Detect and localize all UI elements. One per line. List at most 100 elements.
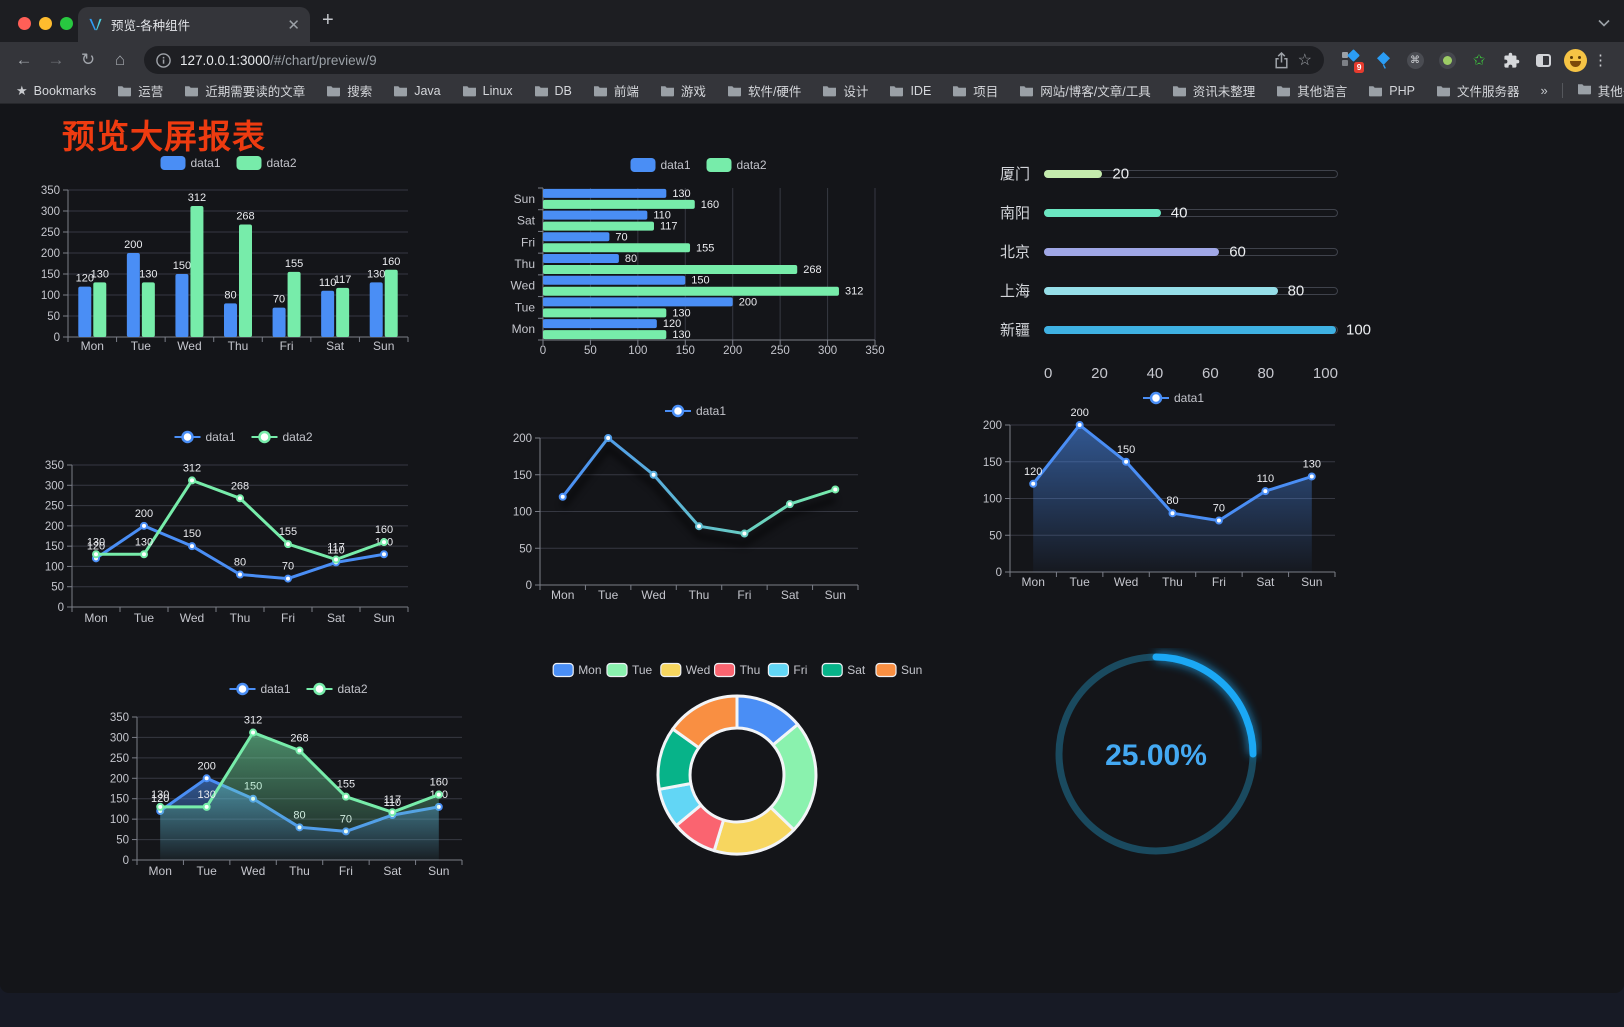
- bookmark-item[interactable]: 软件/硬件: [727, 81, 801, 100]
- svg-text:data2: data2: [267, 156, 297, 170]
- progress-track: 60: [1044, 243, 1338, 260]
- bookmark-item[interactable]: 网站/博客/文章/工具: [1019, 81, 1151, 100]
- back-button[interactable]: ←: [15, 50, 33, 69]
- bookmark-item[interactable]: 前端: [593, 81, 639, 100]
- svg-text:Wed: Wed: [1114, 575, 1138, 589]
- svg-text:Thu: Thu: [514, 257, 535, 271]
- bookmark-item[interactable]: PHP: [1368, 81, 1415, 100]
- legend: data1: [1143, 391, 1204, 405]
- profile-avatar[interactable]: [1564, 48, 1587, 72]
- bookmark-item[interactable]: 设计: [822, 81, 868, 100]
- progress-track: 40: [1044, 204, 1338, 221]
- bookmark-item[interactable]: IDE: [889, 81, 931, 100]
- bookmark-item[interactable]: DB: [534, 81, 572, 100]
- svg-text:Sat: Sat: [1256, 575, 1275, 589]
- svg-text:350: 350: [45, 460, 64, 472]
- svg-text:Fri: Fri: [793, 663, 807, 677]
- svg-text:110: 110: [1257, 473, 1275, 485]
- bookmark-item[interactable]: 运营: [117, 81, 163, 100]
- page-info-icon[interactable]: [156, 52, 171, 68]
- chart-area-single[interactable]: data1 0 50 100 150 200 Mon Tue Wed Thu Fri Sat Sun 12…: [975, 388, 1345, 600]
- svg-text:150: 150: [110, 794, 129, 806]
- folder-icon: [326, 85, 341, 97]
- chart-line-gradient[interactable]: data1 0 50 100 150 200 Mon Tue Wed Thu Fri Sat Sun: [502, 398, 870, 612]
- chart-bar-horizontal[interactable]: data1 data2 0 50 100 150 200 250 300 350 Sun Sat Fri…: [500, 148, 895, 368]
- browser-tab[interactable]: 预览-各种组件 ✕: [78, 7, 310, 42]
- svg-text:130: 130: [87, 536, 105, 548]
- command-extension-icon[interactable]: ⌘: [1406, 51, 1424, 69]
- svg-text:Wed: Wed: [180, 611, 204, 625]
- svg-text:130: 130: [135, 536, 153, 548]
- svg-text:130: 130: [672, 307, 690, 319]
- legend: data1 data2: [160, 156, 297, 170]
- browser-menu-icon[interactable]: ⋮: [1593, 52, 1608, 69]
- share-icon[interactable]: [1274, 51, 1289, 69]
- address-bar[interactable]: 127.0.0.1:3000/#/chart/preview/9 ☆: [144, 46, 1324, 74]
- bookmark-item[interactable]: 项目: [952, 81, 998, 100]
- series-data1: 120 200 150 80 70 110 130: [76, 239, 385, 337]
- folder-icon: [117, 85, 132, 97]
- close-window-button[interactable]: [18, 17, 31, 30]
- chart-canvas-line-two: data1 data2 0 50 100 150 200 250 300 350 Mon Tue Wed…: [45, 430, 409, 625]
- svg-text:Mon: Mon: [1022, 575, 1045, 589]
- chart-line-two-series[interactable]: data1 data2 0 50 100 150 200 250 300 350 Mon Tue Wed…: [40, 424, 420, 638]
- folder-icon: [1172, 85, 1187, 97]
- bookmark-item[interactable]: Java: [393, 81, 441, 100]
- svg-text:100: 100: [45, 561, 64, 573]
- bookmark-item[interactable]: 资讯未整理: [1172, 81, 1255, 100]
- new-tab-button[interactable]: +: [322, 9, 334, 31]
- bookmarks-overflow-chevron[interactable]: »: [1540, 83, 1548, 98]
- svg-text:Sun: Sun: [825, 588, 846, 602]
- svg-text:Mon: Mon: [578, 663, 601, 677]
- svg-text:Fri: Fri: [521, 235, 535, 249]
- chart-gauge[interactable]: 25.00%: [1050, 648, 1262, 860]
- svg-text:80: 80: [224, 289, 236, 301]
- extension-badge-icon[interactable]: 9: [1342, 49, 1364, 73]
- chart-canvas-area-single: data1 0 50 100 150 200 Mon Tue Wed Thu Fri Sat Sun 12…: [983, 391, 1336, 589]
- tab-search-chevron-icon[interactable]: [1598, 14, 1610, 32]
- fullscreen-window-button[interactable]: [60, 17, 73, 30]
- series-data2: 130 130 312 268 155 117 160: [87, 462, 393, 564]
- chart-progress-bars[interactable]: 厦门 20 南阳 40 北京 60 上海 80 新疆 100 0 20 40 60 80 100: [1000, 154, 1371, 386]
- bookmarks-root[interactable]: ★ Bookmarks: [16, 82, 97, 98]
- forward-button[interactable]: →: [47, 50, 65, 69]
- chart-canvas-bar-grouped: data1 data2 0 50 100 150 200 250 300 350 Mon Tue Wed…: [41, 156, 409, 353]
- bookmark-item[interactable]: 近期需要读的文章: [184, 81, 305, 100]
- series-data1: 120 200 150 80 70 110 130: [1024, 407, 1321, 572]
- chart-donut[interactable]: Mon Tue Wed Thu Fri Sat Sun: [550, 656, 924, 868]
- svg-text:25.00%: 25.00%: [1105, 739, 1207, 772]
- chart-bar-grouped[interactable]: data1 data2 0 50 100 150 200 250 300 350 Mon Tue Wed…: [40, 146, 420, 368]
- other-bookmarks-folder[interactable]: 其他书签: [1577, 81, 1624, 100]
- svg-text:155: 155: [285, 258, 303, 270]
- progress-value: 40: [1170, 204, 1188, 221]
- green-dot-extension-icon[interactable]: [1438, 51, 1456, 69]
- svg-text:110: 110: [653, 210, 671, 222]
- svg-text:Sun: Sun: [514, 192, 535, 206]
- puzzle-extensions-icon[interactable]: [1502, 51, 1520, 69]
- home-button[interactable]: ⌂: [114, 50, 126, 69]
- reload-button[interactable]: ↻: [80, 50, 96, 69]
- chart-canvas-bar-horizontal: data1 data2 0 50 100 150 200 250 300 350 Sun Sat Fri…: [511, 158, 885, 357]
- sidebar-toggle-icon[interactable]: [1534, 51, 1552, 69]
- svg-text:70: 70: [282, 561, 294, 573]
- star-extension-icon[interactable]: ✩: [1472, 52, 1486, 69]
- svg-text:120: 120: [151, 793, 169, 805]
- browser-titlebar: 预览-各种组件 ✕ +: [0, 0, 1624, 42]
- svg-text:130: 130: [197, 789, 215, 801]
- bookmark-item[interactable]: Linux: [462, 81, 513, 100]
- bookmark-star-icon[interactable]: ☆: [1297, 52, 1312, 69]
- bookmark-item[interactable]: 其他语言: [1276, 81, 1347, 100]
- bookmark-item[interactable]: 游戏: [660, 81, 706, 100]
- minimize-window-button[interactable]: [39, 17, 52, 30]
- progress-value: 60: [1229, 243, 1246, 260]
- kite-extension-icon[interactable]: [1374, 51, 1392, 69]
- chart-area-two-series[interactable]: data1 data2 0 50 100 150 200 250 300 350 Mon Tue Wed…: [100, 672, 475, 890]
- svg-text:150: 150: [983, 457, 1002, 469]
- svg-text:Mon: Mon: [84, 611, 107, 625]
- bookmark-item[interactable]: 文件服务器: [1436, 81, 1519, 100]
- svg-text:100: 100: [110, 814, 129, 826]
- svg-text:Thu: Thu: [1162, 575, 1183, 589]
- bookmark-item[interactable]: 搜索: [326, 81, 372, 100]
- tab-close-icon[interactable]: ✕: [287, 16, 300, 34]
- svg-text:Sun: Sun: [428, 864, 449, 878]
